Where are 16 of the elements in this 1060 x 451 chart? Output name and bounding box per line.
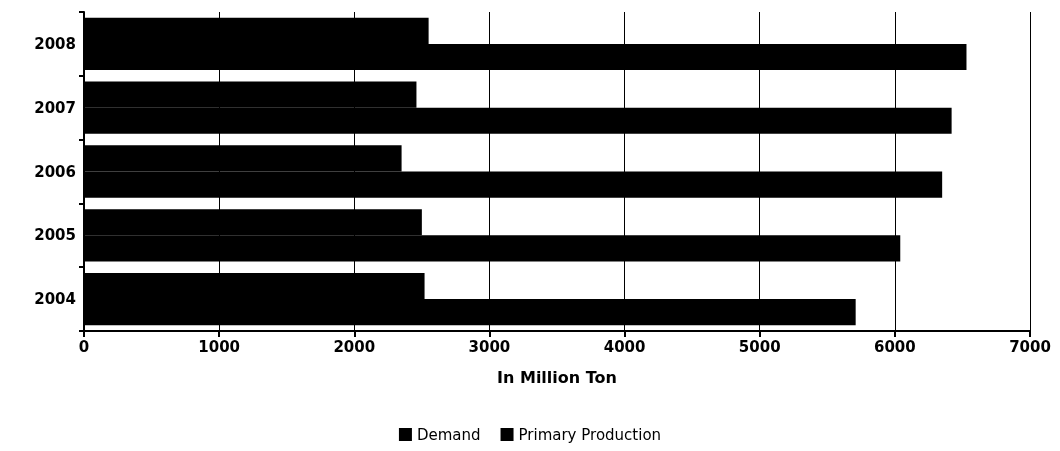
y-tick-label: 2006 (34, 162, 76, 181)
y-tick-label: 2004 (34, 290, 76, 309)
x-axis-title: In Million Ton (497, 367, 617, 387)
x-tick-label: 7000 (1009, 337, 1051, 356)
x-tick-label: 3000 (468, 337, 511, 356)
y-tick-label: 2005 (34, 226, 76, 245)
x-tick-label: 2000 (333, 337, 376, 356)
x-tick-label: 1000 (198, 337, 241, 356)
x-tick-label: 4000 (603, 337, 646, 356)
y-tick-label: 2007 (34, 98, 76, 117)
y-tick-label: 2008 (34, 34, 76, 53)
x-tick-label: 6000 (873, 337, 916, 356)
x-tick-label: 5000 (738, 337, 781, 356)
legend-label: Demand (416, 425, 481, 444)
x-tick-label: 0 (78, 337, 90, 356)
legend-label: Primary Production (518, 425, 662, 444)
